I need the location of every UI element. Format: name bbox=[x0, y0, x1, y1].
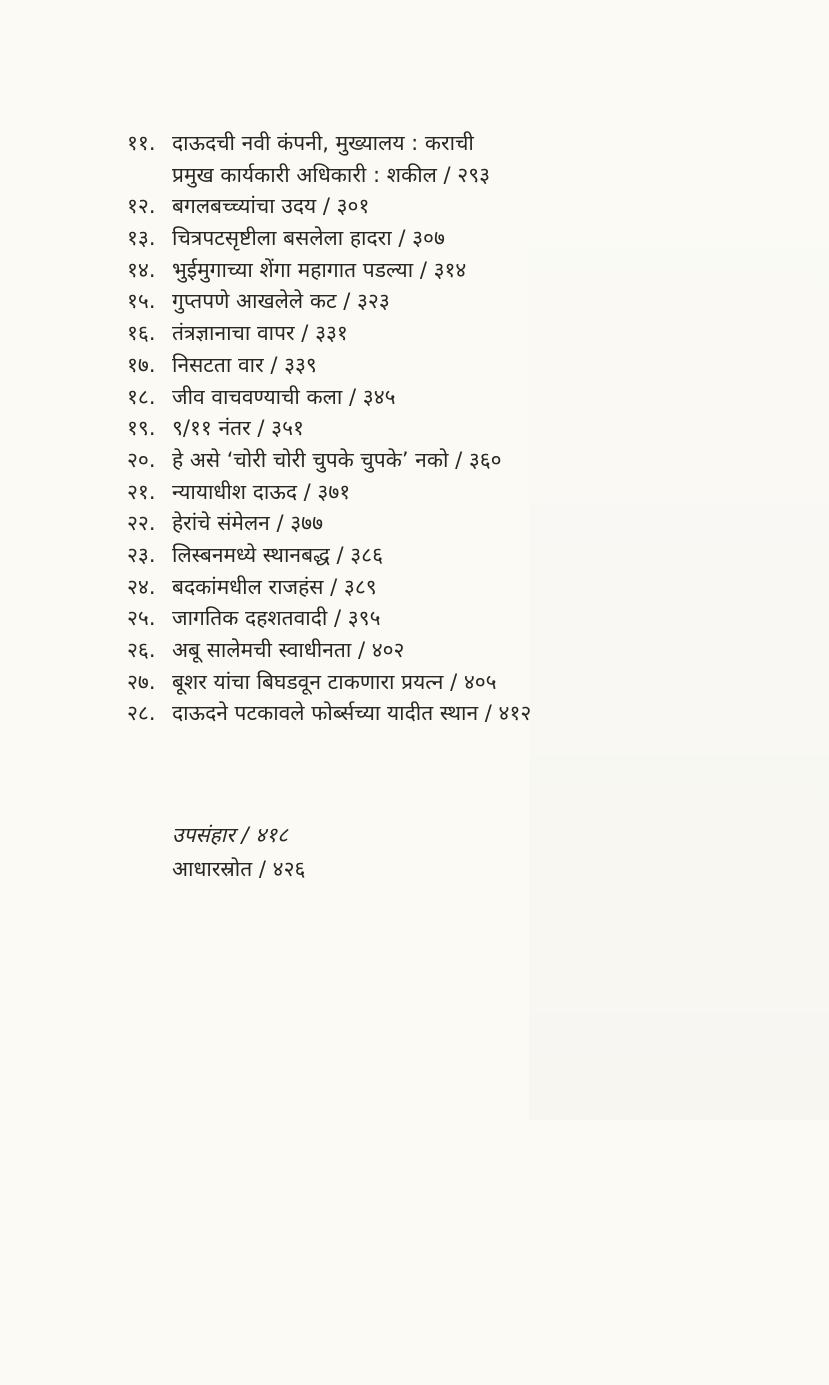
entry-title: बदकांमधील राजहंस / ३८९ bbox=[172, 574, 377, 599]
entry-number: १३. bbox=[127, 226, 156, 251]
toc-entry: २०. हे असे ‘चोरी चोरी चुपके चुपके’ नको / … bbox=[127, 445, 531, 477]
entry-title: अबू सालेमची स्वाधीनता / ४०२ bbox=[172, 638, 405, 662]
entry-number: २०. bbox=[127, 447, 156, 472]
entry-title: लिस्बनमध्ये स्थानबद्ध / ३८६ bbox=[172, 542, 384, 567]
entry-title: ९/११ नंतर / ३५१ bbox=[172, 416, 304, 441]
entry-title: न्यायाधीश दाऊद / ३७१ bbox=[172, 479, 351, 504]
toc-entry: १६. तंत्रज्ञानाचा वापर / ३३१ bbox=[127, 318, 531, 350]
entry-title: निसटता वार / ३३९ bbox=[172, 352, 317, 377]
entry-title: हे असे ‘चोरी चोरी चुपके चुपके’ नको / ३६० bbox=[172, 447, 502, 472]
entry-number: २४. bbox=[127, 574, 156, 599]
toc-entry: १५. गुप्तपणे आखलेले कट / ३२३ bbox=[127, 286, 531, 318]
entry-number: १५. bbox=[127, 289, 156, 314]
toc-entry: १७. निसटता वार / ३३९ bbox=[127, 350, 531, 382]
toc-entry: २५. जागतिक दहशतवादी / ३९५ bbox=[127, 603, 531, 635]
entry-title: दाऊदची नवी कंपनी, मुख्यालय : कराची bbox=[172, 131, 474, 155]
entry-title: चित्रपटसृष्टीला बसलेला हादरा / ३०७ bbox=[172, 226, 445, 251]
paper-bleed-through bbox=[529, 120, 829, 1120]
entry-title: दाऊदने पटकावले फोर्ब्सच्या यादीत स्थान /… bbox=[172, 701, 532, 726]
entry-number: २२. bbox=[127, 511, 156, 536]
toc-entry: १४. भुईमुगाच्या शेंगा महागात पडल्या / ३१४ bbox=[127, 255, 531, 287]
sources-entry: आधारस्रोत / ४२६ bbox=[172, 857, 306, 881]
entry-number: २५. bbox=[127, 606, 156, 631]
entry-number: २१. bbox=[127, 479, 156, 504]
entry-title: भुईमुगाच्या शेंगा महागात पडल्या / ३१४ bbox=[172, 257, 467, 282]
epilogue-entry: उपसंहार / ४१८ bbox=[172, 823, 288, 847]
table-of-contents: ११. दाऊदची नवी कंपनी, मुख्यालय : कराची प्… bbox=[127, 128, 531, 730]
entry-number: ११. bbox=[127, 131, 156, 155]
toc-entry: २१. न्यायाधीश दाऊद / ३७१ bbox=[127, 477, 531, 509]
toc-entry: २४. बदकांमधील राजहंस / ३८९ bbox=[127, 572, 531, 604]
entry-title: गुप्तपणे आखलेले कट / ३२३ bbox=[172, 289, 390, 314]
entry-title-continued: प्रमुख कार्यकारी अधिकारी : शकील / २९३ bbox=[172, 162, 491, 187]
toc-entry: २३. लिस्बनमध्ये स्थानबद्ध / ३८६ bbox=[127, 540, 531, 572]
entry-number: २७. bbox=[127, 669, 156, 694]
toc-entry: २७. बूशर यांचा बिघडवून टाकणारा प्रयत्न / … bbox=[127, 667, 531, 699]
toc-entry-continuation: प्रमुख कार्यकारी अधिकारी : शकील / २९३ bbox=[127, 160, 531, 192]
entry-number: २३. bbox=[127, 542, 156, 567]
entry-title: जीव वाचवण्याची कला / ३४५ bbox=[172, 384, 396, 409]
toc-entry: १३. चित्रपटसृष्टीला बसलेला हादरा / ३०७ bbox=[127, 223, 531, 255]
entry-number: २८. bbox=[127, 701, 156, 726]
toc-entry: १२. बगलबच्च्यांचा उदय / ३०१ bbox=[127, 191, 531, 223]
toc-entry: १९. ९/११ नंतर / ३५१ bbox=[127, 413, 531, 445]
entry-number: १६. bbox=[127, 321, 156, 346]
entry-title: बूशर यांचा बिघडवून टाकणारा प्रयत्न / ४०५ bbox=[172, 669, 497, 694]
entry-number: १८. bbox=[127, 384, 156, 409]
toc-entry: २८. दाऊदने पटकावले फोर्ब्सच्या यादीत स्था… bbox=[127, 698, 531, 730]
back-matter: उपसंहार / ४१८ आधारस्रोत / ४२६ bbox=[172, 818, 305, 886]
toc-entry: १८. जीव वाचवण्याची कला / ३४५ bbox=[127, 382, 531, 414]
toc-entry: ११. दाऊदची नवी कंपनी, मुख्यालय : कराची bbox=[127, 128, 531, 160]
entry-title: हेरांचे संमेलन / ३७७ bbox=[172, 511, 324, 536]
entry-number: १२. bbox=[127, 194, 156, 219]
entry-number: १७. bbox=[127, 352, 156, 377]
entry-number: १९. bbox=[127, 416, 156, 441]
entry-number: २६. bbox=[127, 638, 156, 662]
entry-title: जागतिक दहशतवादी / ३९५ bbox=[172, 606, 381, 631]
entry-title: बगलबच्च्यांचा उदय / ३०१ bbox=[172, 194, 370, 219]
toc-entry: २६. अबू सालेमची स्वाधीनता / ४०२ bbox=[127, 635, 531, 667]
toc-entry: २२. हेरांचे संमेलन / ३७७ bbox=[127, 508, 531, 540]
entry-number: १४. bbox=[127, 257, 156, 282]
entry-title: तंत्रज्ञानाचा वापर / ३३१ bbox=[172, 321, 348, 346]
